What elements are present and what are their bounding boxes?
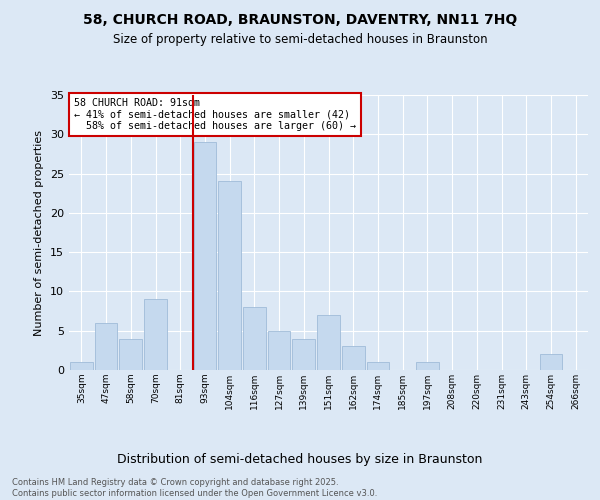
Bar	[367, 362, 389, 370]
Bar	[243, 307, 266, 370]
Bar	[119, 338, 142, 370]
Bar	[539, 354, 562, 370]
Text: 58 CHURCH ROAD: 91sqm
← 41% of semi-detached houses are smaller (42)
  58% of se: 58 CHURCH ROAD: 91sqm ← 41% of semi-deta…	[74, 98, 356, 131]
Bar	[317, 315, 340, 370]
Text: Distribution of semi-detached houses by size in Braunston: Distribution of semi-detached houses by …	[118, 452, 482, 466]
Text: Contains HM Land Registry data © Crown copyright and database right 2025.
Contai: Contains HM Land Registry data © Crown c…	[12, 478, 377, 498]
Text: Size of property relative to semi-detached houses in Braunston: Size of property relative to semi-detach…	[113, 32, 487, 46]
Y-axis label: Number of semi-detached properties: Number of semi-detached properties	[34, 130, 44, 336]
Bar	[218, 182, 241, 370]
Bar	[342, 346, 365, 370]
Text: 58, CHURCH ROAD, BRAUNSTON, DAVENTRY, NN11 7HQ: 58, CHURCH ROAD, BRAUNSTON, DAVENTRY, NN…	[83, 12, 517, 26]
Bar	[194, 142, 216, 370]
Bar	[268, 330, 290, 370]
Bar	[95, 323, 118, 370]
Bar	[416, 362, 439, 370]
Bar	[292, 338, 315, 370]
Bar	[70, 362, 93, 370]
Bar	[144, 300, 167, 370]
